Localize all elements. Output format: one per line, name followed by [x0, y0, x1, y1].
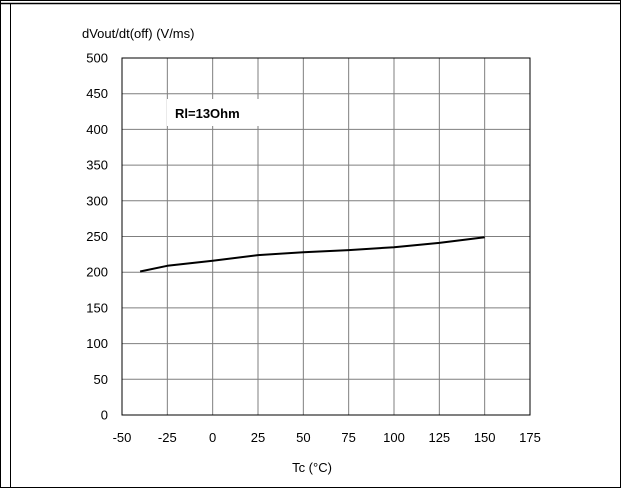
- x-tick-label: 75: [341, 430, 355, 445]
- x-tick-label: 0: [209, 430, 216, 445]
- x-axis-label: Tc (°C): [292, 460, 332, 475]
- y-tick-label: 0: [101, 408, 108, 423]
- x-tick-label: 100: [383, 430, 405, 445]
- y-tick-label: 400: [86, 122, 108, 137]
- y-tick-label: 500: [86, 51, 108, 66]
- y-tick-label: 300: [86, 193, 108, 208]
- y-tick-label: 350: [86, 158, 108, 173]
- x-tick-label: 150: [474, 430, 496, 445]
- x-tick-labels: -50 -25 0 25 50 75 100 125 150 175: [113, 430, 541, 445]
- y-tick-label: 50: [94, 372, 108, 387]
- series-group: [140, 237, 485, 271]
- series-line-0: [140, 237, 485, 271]
- x-tick-label: 175: [519, 430, 541, 445]
- x-tick-label: -25: [158, 430, 177, 445]
- y-tick-label: 150: [86, 300, 108, 315]
- y-tick-labels: 0 50 100 150 200 250 300 350 400 450 500: [86, 51, 108, 423]
- y-tick-label: 200: [86, 265, 108, 280]
- x-tick-label: 125: [428, 430, 450, 445]
- y-tick-label: 100: [86, 336, 108, 351]
- x-tick-label: -50: [113, 430, 132, 445]
- x-tick-label: 25: [251, 430, 265, 445]
- y-tick-label: 250: [86, 229, 108, 244]
- y-tick-label: 450: [86, 86, 108, 101]
- annotation-label: Rl=13Ohm: [175, 106, 240, 121]
- y-axis-label: dVout/dt(off) (V/ms): [82, 26, 194, 41]
- x-tick-label: 50: [296, 430, 310, 445]
